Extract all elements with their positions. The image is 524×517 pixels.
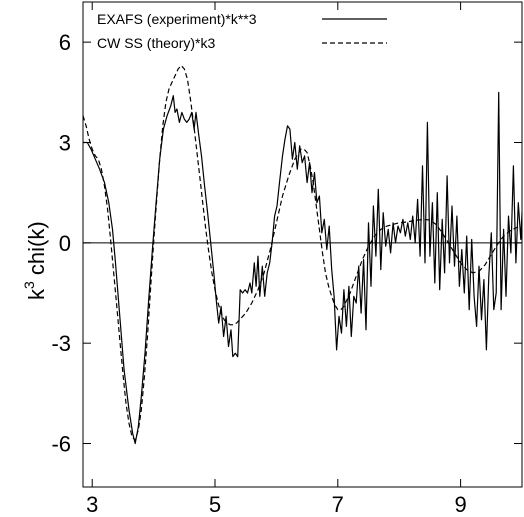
- y-axis-label-k: k: [24, 288, 49, 300]
- x-tick-label: 9: [454, 492, 466, 517]
- x-tick-label: 7: [332, 492, 344, 517]
- x-tick-label: 3: [86, 492, 98, 517]
- legend-label-theory: CW SS (theory)*k3: [97, 35, 215, 51]
- plot-frame: [82, 1, 523, 488]
- y-axis-label: k3 chi(k): [21, 221, 49, 300]
- y-axis-label-rest: chi(k): [24, 221, 49, 281]
- y-tick-label: 0: [59, 231, 71, 256]
- y-tick-label: 3: [59, 130, 71, 155]
- axes: 6 3 0 -3 -6 3 5 7 9: [51, 1, 523, 517]
- series-line-theory: [82, 65, 523, 441]
- y-tick-label: -6: [51, 432, 71, 457]
- series-lines: [82, 65, 523, 445]
- x-tick-label: 5: [209, 492, 221, 517]
- series-line-experiment: [83, 91, 523, 445]
- y-tick-label: -3: [51, 331, 71, 356]
- y-axis-label-sup: 3: [21, 281, 37, 289]
- legend-label-experiment: EXAFS (experiment)*k**3: [97, 11, 257, 27]
- legend: EXAFS (experiment)*k**3 CW SS (theory)*k…: [97, 11, 387, 51]
- y-tick-label: 6: [59, 30, 71, 55]
